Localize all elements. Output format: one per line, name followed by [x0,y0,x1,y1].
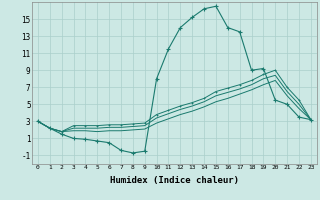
X-axis label: Humidex (Indice chaleur): Humidex (Indice chaleur) [110,176,239,185]
